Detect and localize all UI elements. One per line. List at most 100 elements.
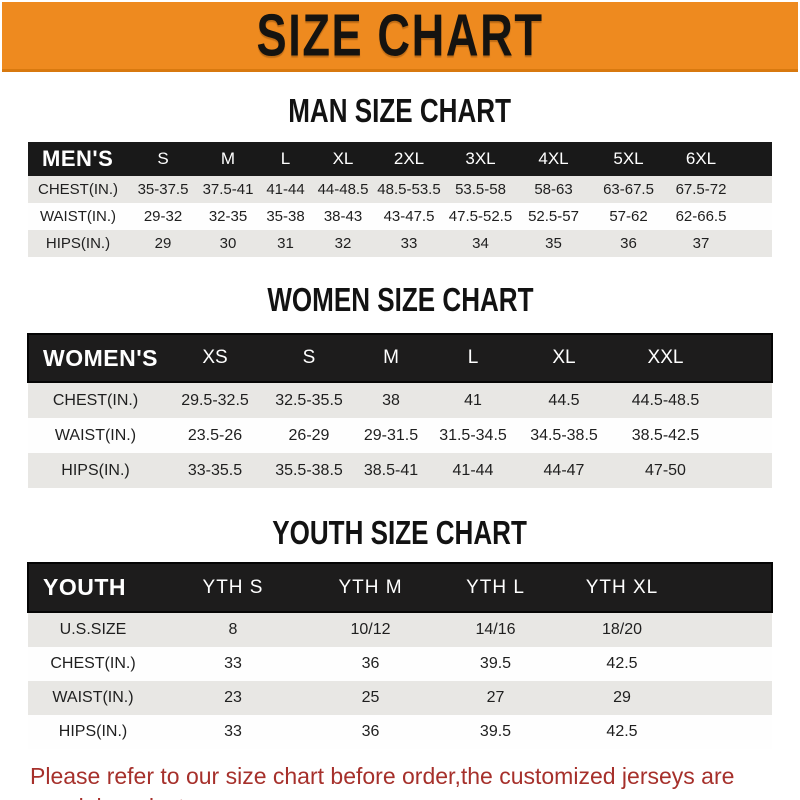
measure-value-cell: 29.5-32.5: [163, 382, 267, 418]
womens-size-table: WOMEN'S XS S M L XL XXL CHEST(IN.) 29.5-32.5 32.…: [27, 333, 773, 488]
size-label-cell: YTH L: [433, 562, 558, 613]
measure-value-cell: 37.5-41: [198, 176, 258, 203]
womens-table-body: CHEST(IN.) 29.5-32.5 32.5-35.5 38 41 44.5 44.5…: [28, 382, 772, 488]
size-label-cell: [718, 333, 773, 383]
measure-label-cell: CHEST(IN.): [28, 647, 158, 681]
measure-value-cell: [718, 418, 772, 453]
measure-value-cell: 31: [258, 230, 313, 257]
measure-value-cell: [736, 230, 772, 257]
measure-value-cell: 18/20: [558, 612, 686, 647]
measure-value-cell: 35-37.5: [128, 176, 198, 203]
measure-value-cell: [686, 612, 772, 647]
measure-value-cell: 23.5-26: [163, 418, 267, 453]
womens-table-header: WOMEN'S XS S M L XL XXL: [27, 333, 773, 383]
youth-section-heading: YOUTH SIZE CHART: [272, 513, 528, 552]
measure-value-cell: 32.5-35.5: [267, 382, 351, 418]
measure-value-cell: 44.5: [515, 382, 613, 418]
size-label-cell: 4XL: [516, 142, 591, 176]
measure-value-cell: 10/12: [308, 612, 433, 647]
disclaimer-line-1: Please refer to our size chart before or…: [30, 763, 735, 800]
size-label-cell: XS: [163, 333, 267, 383]
measure-value-cell: 36: [308, 647, 433, 681]
measure-value-cell: 58-63: [516, 176, 591, 203]
youth-table-body: U.S.SIZE 8 10/12 14/16 18/20 CHEST(IN.) 33 36 39…: [28, 612, 772, 749]
table-row: HIPS(IN.) 33-35.5 35.5-38.5 38.5-41 41-44 44-…: [28, 453, 772, 488]
measure-value-cell: 38.5-42.5: [613, 418, 718, 453]
measure-value-cell: 42.5: [558, 647, 686, 681]
measure-value-cell: 53.5-58: [445, 176, 516, 203]
size-label-cell: YTH XL: [558, 562, 686, 613]
measure-value-cell: 34: [445, 230, 516, 257]
measure-value-cell: 27: [433, 681, 558, 715]
table-row: CHEST(IN.) 35-37.5 37.5-41 41-44 44-48.5 48.5…: [28, 176, 772, 203]
table-title-cell: WOMEN'S: [27, 333, 163, 383]
size-label-cell: [686, 562, 773, 613]
size-label-cell: YTH M: [308, 562, 433, 613]
measure-value-cell: 38-43: [313, 203, 373, 230]
measure-value-cell: 39.5: [433, 647, 558, 681]
table-row: U.S.SIZE 8 10/12 14/16 18/20: [28, 612, 772, 647]
size-label-cell: 6XL: [666, 142, 736, 176]
measure-value-cell: 32: [313, 230, 373, 257]
table-row: CHEST(IN.) 33 36 39.5 42.5: [28, 647, 772, 681]
mens-table-body: CHEST(IN.) 35-37.5 37.5-41 41-44 44-48.5 48.5…: [28, 176, 772, 257]
table-row: YOUTH YTH S YTH M YTH L YTH XL: [27, 562, 773, 613]
women-section-heading: WOMEN SIZE CHART: [266, 280, 534, 319]
measure-value-cell: 23: [158, 681, 308, 715]
measure-value-cell: 33-35.5: [163, 453, 267, 488]
measure-value-cell: 47-50: [613, 453, 718, 488]
measure-value-cell: 32-35: [198, 203, 258, 230]
measure-value-cell: 44-48.5: [313, 176, 373, 203]
size-label-cell: M: [351, 333, 431, 383]
measure-value-cell: 41: [431, 382, 515, 418]
measure-value-cell: 33: [158, 647, 308, 681]
size-label-cell: 3XL: [445, 142, 516, 176]
size-label-cell: 2XL: [373, 142, 445, 176]
measure-label-cell: CHEST(IN.): [28, 176, 128, 203]
measure-value-cell: 29-32: [128, 203, 198, 230]
size-label-cell: L: [431, 333, 515, 383]
measure-value-cell: 39.5: [433, 715, 558, 749]
measure-value-cell: 43-47.5: [373, 203, 445, 230]
measure-value-cell: 62-66.5: [666, 203, 736, 230]
size-label-cell: XL: [515, 333, 613, 383]
measure-value-cell: 63-67.5: [591, 176, 666, 203]
table-row: HIPS(IN.) 29 30 31 32 33 34 35 36 37: [28, 230, 772, 257]
measure-label-cell: U.S.SIZE: [28, 612, 158, 647]
measure-value-cell: 67.5-72: [666, 176, 736, 203]
measure-label-cell: CHEST(IN.): [28, 382, 163, 418]
measure-value-cell: [686, 647, 772, 681]
size-label-cell: XXL: [613, 333, 718, 383]
measure-value-cell: 38.5-41: [351, 453, 431, 488]
measure-value-cell: 48.5-53.5: [373, 176, 445, 203]
mens-table-header: MEN'S S M L XL 2XL 3XL 4XL 5XL 6XL: [28, 142, 772, 176]
table-row: MEN'S S M L XL 2XL 3XL 4XL 5XL 6XL: [28, 142, 772, 176]
measure-value-cell: 34.5-38.5: [515, 418, 613, 453]
measure-value-cell: 29: [558, 681, 686, 715]
size-label-cell: YTH S: [158, 562, 308, 613]
size-label-cell: L: [258, 142, 313, 176]
measure-value-cell: [686, 681, 772, 715]
measure-value-cell: 8: [158, 612, 308, 647]
measure-value-cell: 25: [308, 681, 433, 715]
size-label-cell: S: [267, 333, 351, 383]
measure-value-cell: 35.5-38.5: [267, 453, 351, 488]
youth-table-header: YOUTH YTH S YTH M YTH L YTH XL: [27, 562, 773, 613]
measure-value-cell: 41-44: [431, 453, 515, 488]
table-row: WOMEN'S XS S M L XL XXL: [27, 333, 773, 383]
measure-label-cell: WAIST(IN.): [28, 681, 158, 715]
table-row: HIPS(IN.) 33 36 39.5 42.5: [28, 715, 772, 749]
measure-value-cell: 30: [198, 230, 258, 257]
men-section-heading: MAN SIZE CHART: [288, 91, 512, 130]
youth-size-table: YOUTH YTH S YTH M YTH L YTH XL U.S.SIZE 8 10/1…: [27, 562, 773, 749]
measure-value-cell: 35-38: [258, 203, 313, 230]
size-label-cell: [736, 142, 772, 176]
measure-value-cell: 44-47: [515, 453, 613, 488]
measure-value-cell: 52.5-57: [516, 203, 591, 230]
table-title-cell: YOUTH: [27, 562, 158, 613]
order-disclaimer: Please refer to our size chart before or…: [30, 761, 800, 800]
measure-value-cell: 33: [373, 230, 445, 257]
table-row: WAIST(IN.) 23 25 27 29: [28, 681, 772, 715]
measure-value-cell: 29: [128, 230, 198, 257]
measure-value-cell: 42.5: [558, 715, 686, 749]
